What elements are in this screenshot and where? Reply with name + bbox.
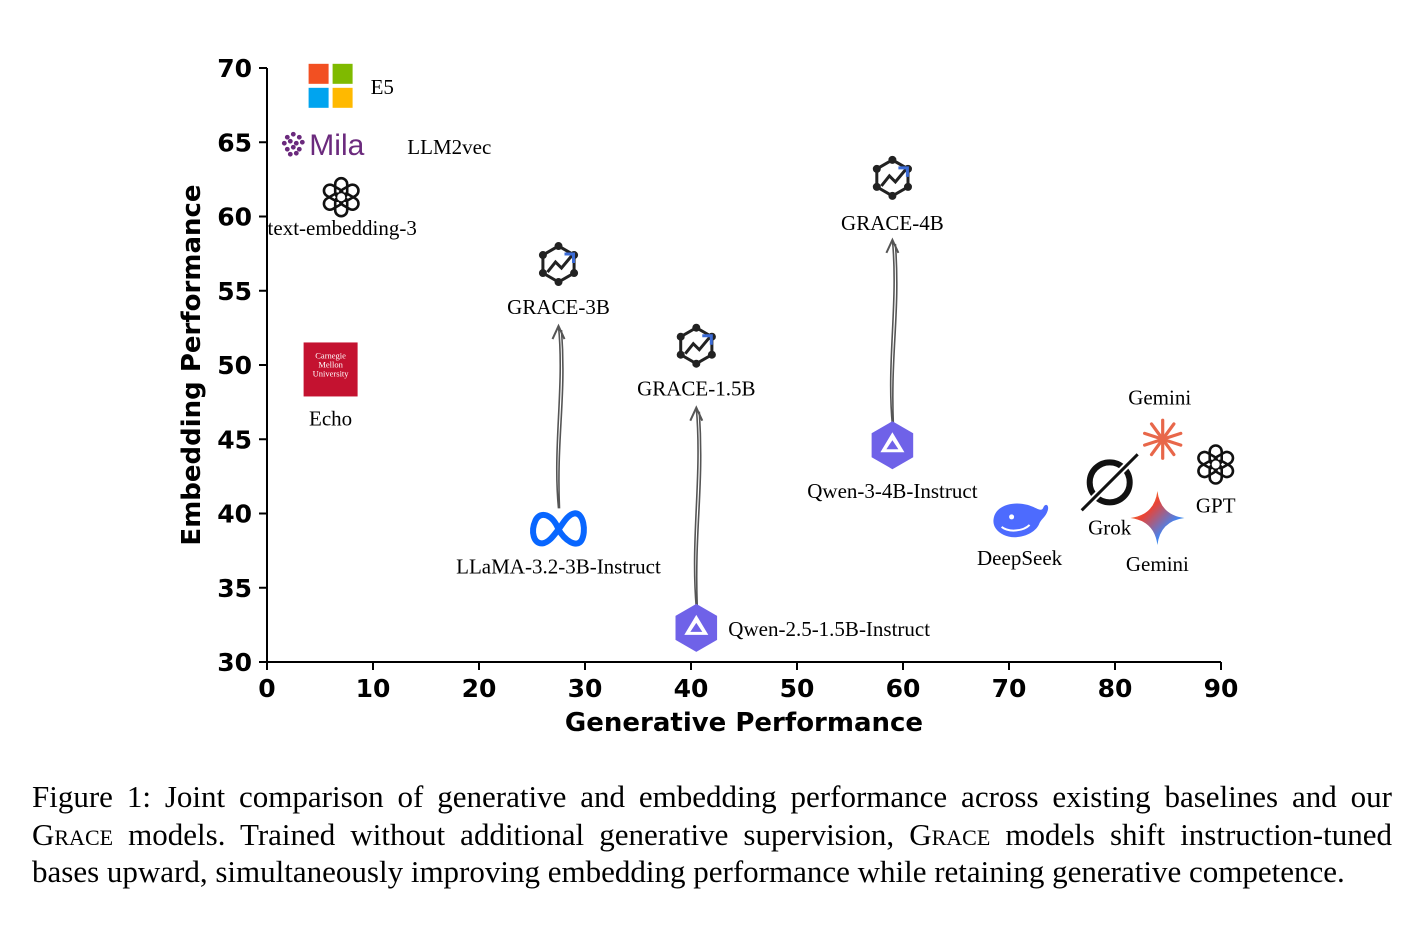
data-point: GPT	[1196, 444, 1236, 517]
data-point: Gemini	[1128, 385, 1191, 460]
x-tick-label: 20	[462, 674, 497, 703]
arrow-head	[551, 323, 566, 340]
data-point: E5	[308, 63, 394, 108]
svg-text:Carnegie: Carnegie	[315, 350, 346, 360]
point-label: Qwen-2.5-1.5B-Instruct	[728, 617, 930, 641]
point-label: text-embedding-3	[268, 216, 417, 240]
point-label: GRACE-3B	[507, 295, 610, 319]
x-tick-label: 90	[1204, 674, 1239, 703]
ticks: 0 10 20 30 40 50 60 70 80 90 30 35 40 45 50 55 60 65 70	[217, 54, 1238, 703]
scatter-chart: 0 10 20 30 40 50 60 70 80 90 30 35 40 45 50 55 60 65 70 Ge…	[177, 54, 1238, 738]
data-point: DeepSeek	[977, 503, 1063, 570]
x-tick-label: 40	[674, 674, 709, 703]
y-tick-label: 30	[217, 648, 252, 677]
qwen-logo-icon	[871, 421, 914, 470]
y-tick-label: 70	[217, 54, 252, 83]
improvement-arrow	[889, 239, 898, 426]
caption-middle: models. Trained without additional gener…	[113, 816, 910, 852]
y-tick-label: 60	[217, 203, 252, 232]
gemini-star-icon	[1130, 490, 1185, 545]
data-point: GRACE-1.5B	[637, 323, 756, 401]
gemini-spark-icon	[1143, 418, 1183, 460]
point-label: DeepSeek	[977, 546, 1063, 570]
grace-logo-icon	[538, 242, 579, 287]
mila-logo-icon: Mila	[281, 129, 365, 162]
point-label: GRACE-1.5B	[637, 377, 755, 401]
point-label: LLaMA-3.2-3B-Instruct	[456, 554, 661, 578]
data-point: GRACE-3B	[507, 242, 610, 319]
data-point: text-embedding-3	[268, 176, 417, 240]
y-tick-label: 65	[217, 128, 252, 157]
svg-text:Mellon: Mellon	[318, 359, 343, 369]
deepseek-logo-icon	[993, 503, 1049, 538]
y-tick-label: 50	[217, 351, 252, 380]
x-tick-label: 70	[992, 674, 1027, 703]
y-tick-label: 40	[217, 500, 252, 529]
openai-logo-icon	[322, 176, 360, 218]
y-tick-label: 55	[217, 277, 252, 306]
figure-caption: Figure 1: Joint comparison of generative…	[32, 778, 1392, 891]
arrow-head	[885, 237, 900, 254]
data-point: LLaMA-3.2-3B-Instruct	[456, 510, 661, 578]
x-axis-label: Generative Performance	[565, 708, 923, 738]
improvement-arrow	[693, 407, 702, 608]
meta-logo-icon	[530, 510, 587, 547]
data-point: GRACE-4B	[841, 155, 944, 235]
x-tick-label: 0	[258, 674, 275, 703]
improvement-arrow	[555, 325, 564, 509]
x-tick-label: 60	[886, 674, 921, 703]
svg-text:Mila: Mila	[309, 129, 364, 162]
grok-logo-icon	[1080, 451, 1141, 512]
point-label: Grok	[1088, 515, 1132, 539]
data-point: Qwen-3-4B-Instruct	[807, 421, 978, 503]
data-point: Gemini	[1126, 490, 1189, 576]
y-axis-label: Embedding Performance	[177, 184, 207, 545]
grace-logo-icon	[872, 155, 912, 200]
x-tick-label: 30	[568, 674, 603, 703]
caption-suffix: models shift instruction-tuned bases upw…	[32, 816, 1392, 890]
point-label: LLM2vec	[407, 135, 491, 159]
y-tick-label: 35	[217, 574, 252, 603]
x-tick-label: 50	[780, 674, 815, 703]
y-tick-label: 45	[217, 425, 252, 454]
arrow-head	[689, 405, 704, 422]
x-tick-label: 10	[356, 674, 391, 703]
data-point: Grok	[1080, 451, 1141, 539]
arrows-layer	[551, 237, 900, 608]
data-point: Qwen-2.5-1.5B-Instruct	[675, 603, 930, 652]
point-label: GPT	[1196, 493, 1236, 517]
svg-text:University: University	[313, 368, 350, 378]
point-label: Gemini	[1126, 552, 1189, 576]
microsoft-logo-icon	[308, 63, 353, 108]
point-label: Qwen-3-4B-Instruct	[807, 479, 977, 503]
point-label: E5	[371, 75, 394, 99]
qwen-logo-icon	[675, 603, 718, 652]
caption-prefix: Figure 1: Joint comparison of generative…	[32, 779, 1392, 814]
data-point: Mila LLM2vec	[281, 129, 491, 162]
point-label: Echo	[309, 406, 352, 430]
point-label: GRACE-4B	[841, 211, 944, 235]
caption-grace-name: Grace	[909, 816, 991, 852]
caption-grace-name: Grace	[32, 816, 114, 852]
grace-logo-icon	[676, 323, 716, 368]
point-label: Gemini	[1128, 385, 1191, 409]
points-layer: E5 Mila LLM2vec text-embedding-3 CarnegieMel…	[268, 63, 1236, 652]
openai-logo-icon	[1197, 444, 1235, 485]
x-tick-label: 80	[1098, 674, 1133, 703]
